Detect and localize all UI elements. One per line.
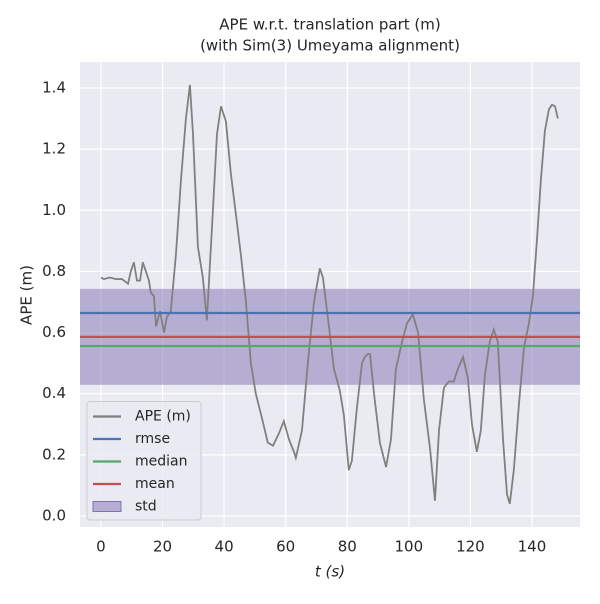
marks xyxy=(80,84,580,505)
legend-label: median xyxy=(135,454,187,470)
legend-swatch xyxy=(92,501,122,512)
ape-line xyxy=(100,84,559,505)
y-tick-label: 0.4 xyxy=(42,384,66,402)
legend: APE (m) rmse median mean std xyxy=(86,401,202,521)
x-tick-label: 100 xyxy=(394,538,423,556)
y-tick-label: 1.4 xyxy=(42,78,66,96)
x-tick-label: 60 xyxy=(276,538,295,556)
y-tick-label: 1.2 xyxy=(42,140,66,158)
y-tick-label: 1.0 xyxy=(42,201,66,219)
x-tick-label: 20 xyxy=(153,538,172,556)
legend-label: std xyxy=(135,499,157,515)
x-tick-label: 120 xyxy=(456,538,485,556)
y-tick-label: 0.2 xyxy=(42,445,66,463)
legend-label: APE (m) xyxy=(135,409,191,425)
y-tick-label: 0.8 xyxy=(42,262,66,280)
x-tick-label: 140 xyxy=(518,538,547,556)
chart-subtitle: (with Sim(3) Umeyama alignment) xyxy=(200,37,460,55)
x-tick-label: 80 xyxy=(338,538,357,556)
chart-title: APE w.r.t. translation part (m) xyxy=(219,16,440,34)
legend-label: rmse xyxy=(135,431,170,447)
x-axis-label: t (s) xyxy=(315,563,345,581)
x-tick-label: 0 xyxy=(96,538,106,556)
y-tick-label: 0.0 xyxy=(42,506,66,524)
y-axis-label: APE (m) xyxy=(18,265,36,325)
legend-label: mean xyxy=(135,476,175,492)
y-tick-label: 0.6 xyxy=(42,323,66,341)
x-tick-label: 40 xyxy=(215,538,234,556)
legend-box xyxy=(86,401,202,521)
